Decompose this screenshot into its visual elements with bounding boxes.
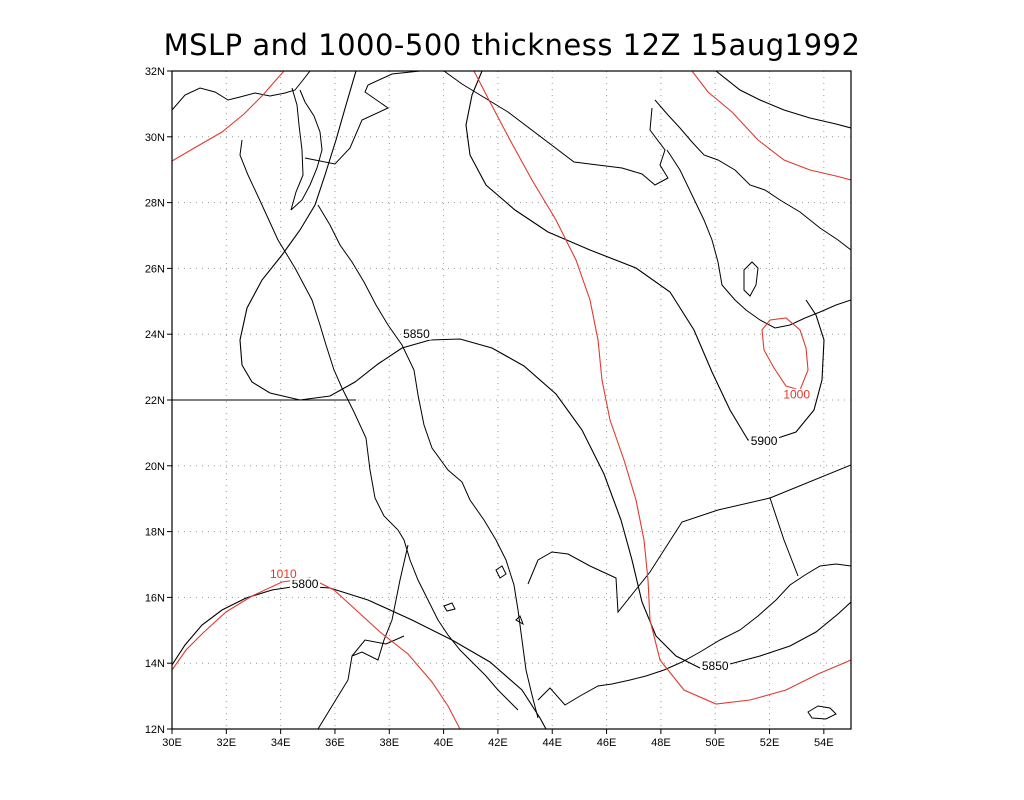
map-features: [172, 71, 851, 729]
coastline-persian-gulf-south: [666, 149, 851, 329]
border-yemen-oman: [769, 497, 799, 577]
islands-red-sea: [443, 565, 524, 626]
x-tick-label: 40E: [434, 737, 454, 749]
thickness-contour-5900-north: [715, 71, 851, 129]
axis-ticks: 30E 32E 34E 36E 38E 40E 42E 44E 46E 48E 50E 52E 54E 1…: [145, 66, 834, 749]
coastline-mediterranean: [172, 71, 311, 111]
contour-label-bg: [401, 327, 432, 340]
x-tick-label: 50E: [705, 737, 725, 749]
thickness-contour-5850-west-loop: [239, 71, 701, 669]
contour-label-thk-5850-a: 5850: [403, 327, 430, 341]
y-tick-label: 30N: [145, 132, 165, 144]
mslp-contour-north-east: [691, 71, 851, 181]
contour-label-thk-5800: 5800: [292, 577, 319, 591]
y-tick-label: 28N: [145, 198, 165, 210]
x-tick-label: 42E: [488, 737, 508, 749]
contour-label-bg: [700, 660, 731, 673]
border-jordan-saudi: [304, 71, 669, 186]
coastline-red-sea-east: [317, 204, 539, 719]
coastline-persian-gulf-north: [654, 99, 851, 251]
thickness-contour-5850-south: [699, 601, 851, 669]
contour-label-bg: [290, 577, 321, 590]
contour-label-thk-5850-b: 5850: [702, 659, 729, 673]
x-tick-label: 32E: [217, 737, 237, 749]
x-tick-label: 52E: [760, 737, 780, 749]
y-tick-label: 20N: [145, 461, 165, 473]
border-sudan-ethiopia: [317, 544, 409, 729]
x-tick-label: 44E: [542, 737, 562, 749]
y-tick-label: 26N: [145, 263, 165, 275]
contour-label-bg: [749, 434, 780, 447]
y-tick-label: 22N: [145, 395, 165, 407]
y-tick-label: 18N: [145, 527, 165, 539]
x-tick-label: 48E: [651, 737, 671, 749]
x-tick-label: 54E: [814, 737, 834, 749]
contour-label-bg: [268, 568, 299, 581]
y-tick-label: 32N: [145, 66, 165, 78]
y-tick-label: 16N: [145, 592, 165, 604]
thickness-contour-5900: [465, 71, 825, 441]
coastline-gulf-of-suez: [290, 87, 304, 211]
x-tick-label: 46E: [597, 737, 617, 749]
border-saudi-yemen: [527, 464, 851, 614]
mslp-contour-1010: [172, 577, 461, 729]
contour-labels: 5850 5900 5800 5850 1010 1000: [268, 327, 812, 673]
border-ethiopia-eritrea: [351, 635, 405, 657]
mslp-contour-north-west: [172, 71, 285, 162]
mslp-contour-central: [473, 71, 851, 705]
y-tick-label: 12N: [145, 724, 165, 736]
coastline-arabian-sea-south: [537, 563, 851, 706]
chart-title: MSLP and 1000-500 thickness 12Z 15aug199…: [164, 28, 861, 62]
mslp-contour-1000: [761, 317, 809, 391]
contour-label-mslp-1010: 1010: [270, 567, 297, 581]
x-tick-label: 38E: [379, 737, 399, 749]
contour-label-thk-5900: 5900: [751, 434, 778, 448]
x-tick-label: 36E: [325, 737, 345, 749]
y-tick-label: 14N: [145, 658, 165, 670]
thickness-contour-5800: [172, 585, 547, 729]
coastline-red-sea-west: [239, 139, 519, 711]
island-socotra: [807, 705, 837, 720]
contour-label-mslp-1000: 1000: [783, 388, 810, 402]
coastline-qatar: [743, 261, 759, 297]
x-tick-label: 30E: [162, 737, 182, 749]
coastline-sinai-gulf-of-aqaba: [290, 89, 323, 211]
contour-label-bg: [781, 388, 812, 401]
x-tick-label: 34E: [271, 737, 291, 749]
y-tick-label: 24N: [145, 329, 165, 341]
